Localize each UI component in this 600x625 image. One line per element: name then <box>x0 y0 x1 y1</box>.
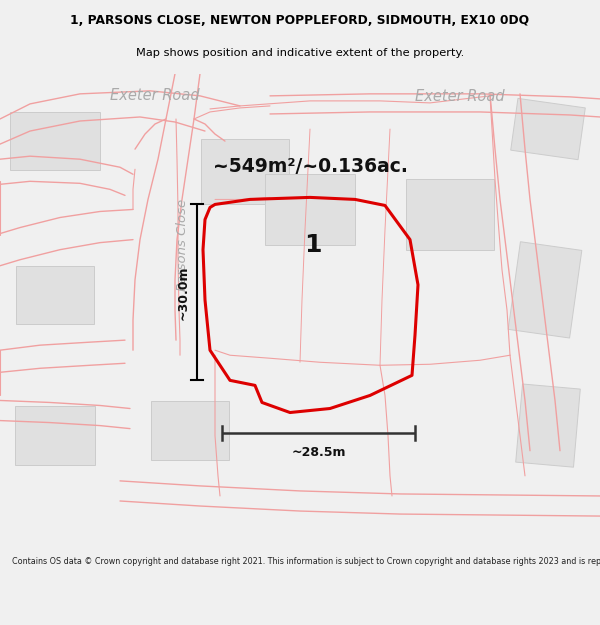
Text: Map shows position and indicative extent of the property.: Map shows position and indicative extent… <box>136 48 464 58</box>
Bar <box>508 242 582 338</box>
Text: Exeter Road: Exeter Road <box>415 89 505 104</box>
Bar <box>15 406 95 465</box>
Text: ~30.0m: ~30.0m <box>176 265 190 319</box>
Bar <box>201 139 289 204</box>
Text: Contains OS data © Crown copyright and database right 2021. This information is : Contains OS data © Crown copyright and d… <box>12 557 600 566</box>
Text: Parsons Close: Parsons Close <box>176 199 188 291</box>
Text: ~28.5m: ~28.5m <box>291 446 346 459</box>
Text: ~549m²/~0.136ac.: ~549m²/~0.136ac. <box>212 157 407 176</box>
Bar <box>516 384 580 468</box>
Text: 1: 1 <box>304 232 322 257</box>
Bar <box>265 174 355 244</box>
Bar <box>151 401 229 460</box>
Bar <box>511 98 585 159</box>
Bar <box>406 179 494 249</box>
Bar <box>10 112 100 170</box>
Text: 1, PARSONS CLOSE, NEWTON POPPLEFORD, SIDMOUTH, EX10 0DQ: 1, PARSONS CLOSE, NEWTON POPPLEFORD, SID… <box>70 14 530 27</box>
Text: Exeter Road: Exeter Road <box>110 88 200 103</box>
Bar <box>16 266 94 324</box>
